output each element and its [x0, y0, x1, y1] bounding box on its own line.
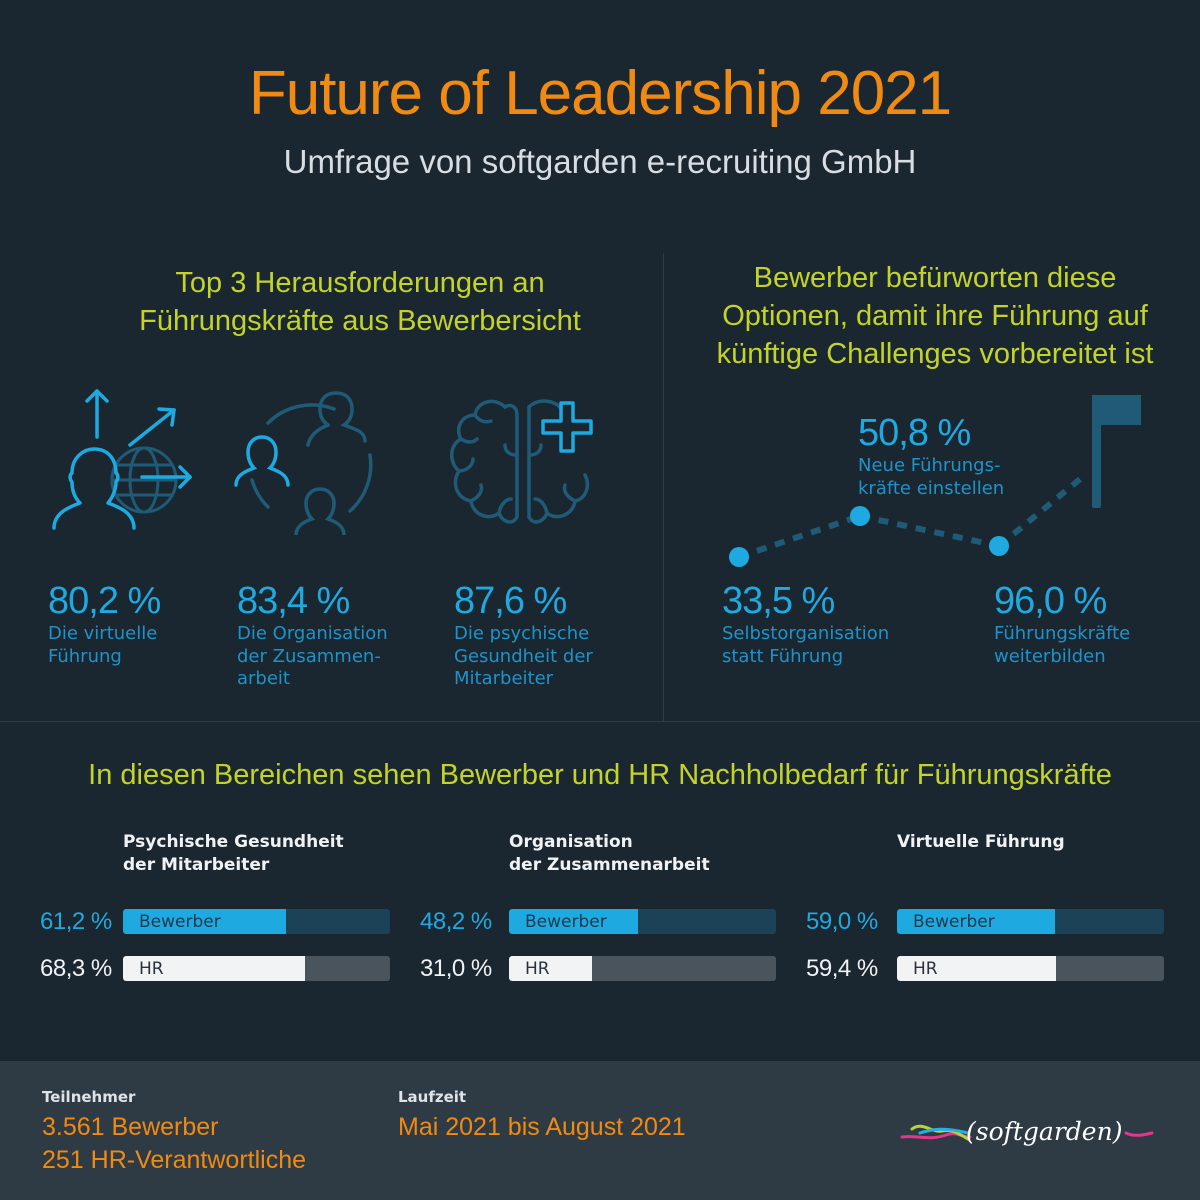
option-label: Führungskräfte weiterbilden [994, 623, 1130, 668]
label-line: Die Organisation [237, 623, 388, 644]
bar-hr: HR [897, 956, 1056, 981]
option-value: 96,0 % [994, 580, 1107, 622]
bar-series-label: Bewerber [525, 912, 607, 932]
label-line: Mitarbeiter [454, 668, 554, 689]
bar-value-label: 68,3 % [40, 955, 112, 982]
challenge-stat: 83,4 % Die Organisation der Zusammen- ar… [237, 580, 388, 691]
point-marker-50-8 [850, 506, 870, 526]
duration-label: Laufzeit [398, 1088, 467, 1106]
challenge-label: Die virtuelle Führung [48, 623, 160, 668]
challenge-value: 80,2 % [48, 580, 161, 622]
page-subtitle: Umfrage von softgarden e-recruiting GmbH [283, 143, 917, 180]
bar-series-label: Bewerber [913, 912, 995, 932]
bar-value-label: 48,2 % [420, 908, 492, 935]
brain-health-icon [450, 399, 593, 524]
option-label: Neue Führungs- kräfte einstellen [858, 455, 1004, 500]
challenge-label: Die psychische Gesundheit der Mitarbeite… [454, 623, 593, 691]
options-heading-line: Optionen, damit ihre Führung auf [722, 300, 1148, 332]
label-line: Die virtuelle [48, 623, 158, 644]
bar-value-label: 59,4 % [806, 955, 878, 982]
bar-series-label: HR [913, 959, 938, 979]
participants-value: 3.561 Bewerber 251 HR-Verantwortliche [42, 1111, 306, 1177]
bar-hr: HR [509, 956, 592, 981]
label-line: arbeit [237, 668, 290, 689]
bar-series-label: HR [139, 959, 164, 979]
label-line: Führung [48, 645, 122, 667]
option-stat: 50,8 % Neue Führungs- kräfte einstellen [858, 412, 1004, 500]
option-stat: 33,5 % Selbstorganisation statt Führung [722, 580, 889, 668]
bar-track: Bewerber [897, 909, 1164, 934]
participants-line: 251 HR-Verantwortliche [42, 1146, 307, 1174]
chart-title: In diesen Bereichen sehen Bewerber und H… [88, 759, 1112, 791]
option-label: Selbstorganisation statt Führung [722, 623, 889, 668]
option-value: 50,8 % [858, 412, 971, 454]
bar-series-label: HR [525, 959, 550, 979]
team-collaboration-icon [234, 391, 373, 535]
bar-group-heading: Virtuelle Führung [897, 831, 1065, 854]
virtual-leadership-icon [52, 389, 192, 530]
label-line: Die psychische [454, 623, 590, 644]
bar-value-label: 31,0 % [420, 955, 492, 982]
label-line: kräfte einstellen [858, 477, 1005, 499]
challenges-heading-line: Führungskräfte aus Bewerbersicht [139, 305, 581, 337]
logo-text: (softgarden) [966, 1117, 1123, 1146]
label-line: der Zusammen- [237, 645, 381, 667]
bar-group-heading-line: der Mitarbeiter [123, 855, 270, 875]
label-line: weiterbilden [994, 645, 1106, 667]
footer: Teilnehmer 3.561 Bewerber 251 HR-Verantw… [0, 1061, 1200, 1200]
bar-value-label: 59,0 % [806, 908, 878, 935]
bar-value-label: 61,2 % [40, 908, 112, 935]
challenge-label: Die Organisation der Zusammen- arbeit [237, 623, 388, 691]
path-segment [997, 472, 1087, 549]
option-stat: 96,0 % Führungskräfte weiterbilden [994, 580, 1130, 668]
bar-bewerber: Bewerber [509, 909, 638, 934]
duration-value: Mai 2021 bis August 2021 [398, 1113, 686, 1141]
options-path-graphic [729, 395, 1141, 567]
bar-hr: HR [123, 956, 306, 981]
horizontal-divider [0, 721, 1200, 722]
point-marker-96-0 [989, 536, 1009, 556]
logo-ribbon-icon [900, 1124, 1154, 1141]
participants-label: Teilnehmer [42, 1088, 136, 1106]
option-value: 33,5 % [722, 580, 835, 622]
options-heading-line: Bewerber befürworten diese [753, 262, 1117, 294]
bar-group-heading-line: Virtuelle Führung [897, 832, 1065, 852]
point-marker-33-5 [729, 547, 749, 567]
label-line: Gesundheit der [454, 645, 593, 667]
label-line: Führungskräfte [994, 623, 1131, 644]
challenge-value: 83,4 % [237, 580, 350, 622]
bar-group-heading-line: Organisation [509, 832, 633, 852]
bar-bewerber: Bewerber [897, 909, 1055, 934]
label-line: statt Führung [722, 645, 844, 667]
path-segment [859, 513, 1000, 549]
bar-track: Bewerber [123, 909, 390, 934]
label-line: Selbstorganisation [722, 623, 890, 644]
challenges-heading-line: Top 3 Herausforderungen an [175, 267, 545, 299]
challenge-stat: 80,2 % Die virtuelle Führung [48, 580, 161, 668]
softgarden-logo: (softgarden) [898, 1111, 1158, 1161]
participants-line: 3.561 Bewerber [42, 1113, 219, 1141]
bar-track: HR [123, 956, 390, 981]
bar-group-heading: Psychische Gesundheit der Mitarbeiter [123, 831, 344, 877]
bar-track: HR [509, 956, 776, 981]
bar-group-heading: Organisation der Zusammenarbeit [509, 831, 710, 877]
bar-bewerber: Bewerber [123, 909, 287, 934]
challenge-stat: 87,6 % Die psychische Gesundheit der Mit… [454, 580, 593, 691]
path-segment [738, 513, 861, 560]
challenges-heading: Top 3 Herausforderungen an Führungskräft… [60, 264, 660, 340]
label-line: Neue Führungs- [858, 455, 1001, 476]
bar-track: Bewerber [509, 909, 776, 934]
challenge-value: 87,6 % [454, 580, 567, 622]
options-heading: Bewerber befürworten diese Optionen, dam… [680, 259, 1190, 373]
bar-track: HR [897, 956, 1164, 981]
bar-series-label: Bewerber [139, 912, 221, 932]
options-heading-line: künftige Challenges vorbereitet ist [716, 338, 1154, 370]
flag-icon [1092, 395, 1141, 508]
vertical-divider [663, 253, 664, 721]
page-title: Future of Leadership 2021 [248, 59, 952, 128]
bar-group-heading-line: der Zusammenarbeit [509, 855, 710, 875]
bar-group-heading-line: Psychische Gesundheit [123, 832, 344, 852]
